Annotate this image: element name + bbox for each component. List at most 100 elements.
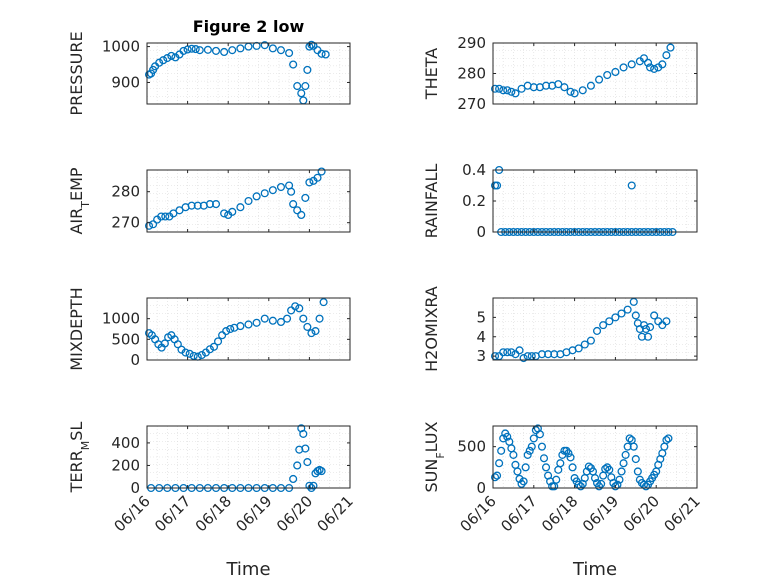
data-point bbox=[222, 327, 231, 336]
data-point bbox=[552, 475, 561, 484]
data-point bbox=[293, 82, 302, 91]
data-point bbox=[205, 200, 214, 209]
data-point bbox=[570, 89, 579, 98]
data-point bbox=[664, 434, 673, 443]
data-point bbox=[601, 464, 610, 474]
data-point bbox=[511, 89, 520, 98]
data-point bbox=[193, 201, 202, 210]
data-point bbox=[525, 446, 534, 455]
data-point bbox=[236, 203, 245, 212]
y-axis-label: THETA bbox=[422, 48, 441, 100]
data-point bbox=[631, 455, 640, 464]
y-axis-label: PRESSURE bbox=[67, 31, 86, 115]
data-point bbox=[220, 209, 229, 218]
data-point bbox=[157, 212, 166, 221]
data-point bbox=[161, 212, 170, 221]
data-point bbox=[611, 67, 620, 77]
subplot-1: 900 1000 PRESSURE Figure 2 low bbox=[67, 17, 351, 116]
x-tick-label: 06/21 bbox=[661, 492, 704, 535]
data-point bbox=[537, 442, 547, 451]
data-point bbox=[289, 200, 298, 209]
data-point bbox=[515, 346, 524, 355]
data-point bbox=[268, 316, 277, 325]
data-point bbox=[519, 477, 528, 486]
data-point bbox=[268, 44, 277, 53]
data-point bbox=[276, 317, 286, 327]
data-point bbox=[495, 459, 504, 468]
data-point bbox=[574, 344, 583, 353]
data-point bbox=[205, 345, 214, 354]
data-point bbox=[544, 350, 553, 359]
data-point bbox=[517, 84, 526, 93]
y-tick-label: 400 bbox=[111, 434, 140, 452]
y-axis-label: RAINFALL bbox=[422, 164, 441, 239]
x-tick-label: 06/18 bbox=[192, 492, 235, 535]
data-point bbox=[631, 311, 640, 320]
data-point bbox=[519, 354, 528, 363]
data-point bbox=[627, 181, 636, 190]
data-point bbox=[289, 60, 298, 69]
data-point bbox=[285, 48, 294, 58]
data-point bbox=[211, 200, 221, 209]
data-point bbox=[287, 187, 296, 196]
data-point bbox=[623, 305, 632, 314]
data-point bbox=[621, 450, 630, 459]
data-point bbox=[309, 481, 318, 490]
data-point bbox=[191, 45, 200, 54]
data-point bbox=[159, 56, 168, 65]
data-point bbox=[646, 63, 655, 72]
data-point bbox=[252, 192, 261, 201]
data-point bbox=[586, 81, 595, 90]
data-point bbox=[517, 479, 526, 488]
data-point bbox=[599, 321, 608, 330]
data-point bbox=[299, 429, 308, 438]
data-point bbox=[490, 84, 500, 93]
data-point bbox=[276, 46, 286, 55]
y-tick-label: 5 bbox=[476, 308, 486, 326]
data-point bbox=[507, 87, 516, 96]
data-point bbox=[560, 83, 569, 92]
x-tick-label: 06/17 bbox=[497, 492, 540, 535]
data-point bbox=[305, 178, 314, 187]
data-point bbox=[619, 63, 628, 72]
subplot-4: 0 0.2 0.4 RAINFALL bbox=[422, 161, 698, 241]
data-point bbox=[244, 320, 253, 329]
data-point bbox=[580, 340, 589, 349]
data-point bbox=[497, 446, 506, 455]
data-point bbox=[617, 467, 626, 476]
y-axis-label: H2OMIXRA bbox=[422, 286, 441, 372]
data-point bbox=[562, 446, 571, 455]
data-point bbox=[623, 442, 632, 451]
data-point bbox=[625, 434, 634, 443]
data-point bbox=[499, 434, 508, 443]
data-point bbox=[228, 46, 237, 55]
data-point bbox=[650, 64, 659, 73]
y-tick-label: 0 bbox=[130, 351, 140, 369]
data-point bbox=[576, 482, 585, 491]
x-tick-label: 06/21 bbox=[314, 492, 357, 535]
data-point bbox=[179, 46, 188, 55]
data-point bbox=[252, 41, 261, 50]
y-tick-label: 0 bbox=[476, 479, 486, 497]
data-point bbox=[597, 479, 606, 488]
data-point bbox=[214, 337, 223, 346]
data-point bbox=[666, 43, 675, 52]
data-point bbox=[195, 46, 204, 55]
x-axis-label: Time bbox=[225, 559, 270, 580]
data-point bbox=[244, 196, 253, 206]
data-point bbox=[619, 459, 628, 468]
data-point bbox=[268, 186, 277, 195]
data-point bbox=[564, 449, 573, 458]
data-point bbox=[646, 323, 655, 332]
data-point bbox=[515, 474, 524, 483]
y-tick-label: 900 bbox=[111, 73, 140, 91]
data-point bbox=[209, 342, 219, 351]
data-point bbox=[303, 322, 312, 331]
y-tick-label: 4 bbox=[476, 328, 486, 346]
data-point bbox=[605, 317, 614, 326]
data-point bbox=[236, 44, 245, 53]
subplot-5: 0 500 1000 MIXDEPTH bbox=[67, 287, 351, 371]
data-point bbox=[603, 70, 612, 80]
data-point bbox=[605, 465, 614, 474]
